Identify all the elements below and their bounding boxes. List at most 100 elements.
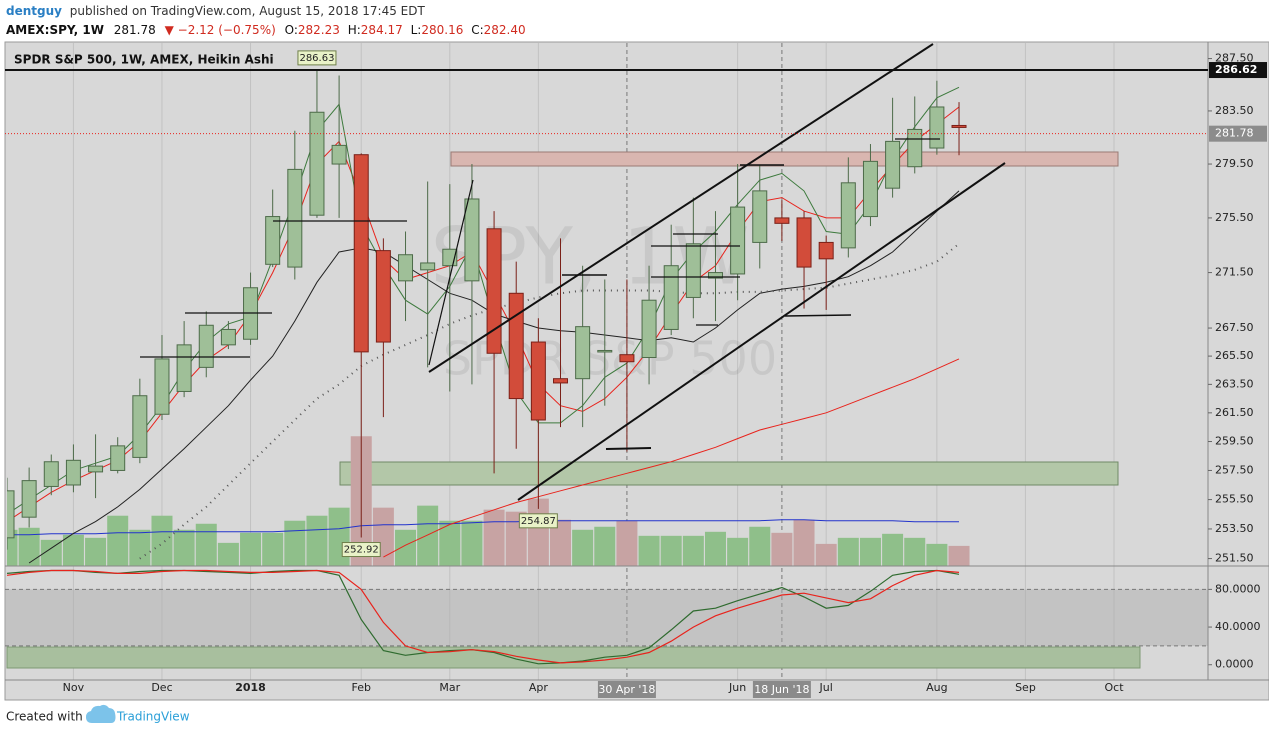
y-tick-label: 261.50 [1215,406,1254,419]
candle-body [862,160,878,218]
x-tick-label: Mar [439,681,460,694]
quote-line: AMEX:SPY, 1W 281.78 ▼ −2.12 (−0.75%) O:2… [6,23,526,37]
volume-bar [882,533,904,566]
stochastic: 80.0000 40.0000 0.0000 [5,569,1261,671]
volume-bar [483,509,505,566]
volume-bar [926,543,948,566]
point-label: 286.63 [299,53,334,64]
date-marker-box [752,681,811,698]
drawings [140,43,1006,501]
ohlc-value: 284.17 [361,23,403,37]
footer-brand[interactable]: TradingView [116,710,190,724]
volume-bar [638,535,660,566]
volume-bar [151,515,173,566]
candle-body [464,198,480,282]
x-tick-label: Apr [529,681,549,694]
volume-bar [284,520,306,566]
level-line [605,447,652,450]
y-tick-label: 283.50 [1215,104,1254,117]
candle-body [65,459,81,486]
candle-body [88,465,104,473]
y-tick-label: 279.50 [1215,157,1254,170]
volume-bar [62,534,84,566]
trend-line [428,43,934,373]
date-marker-label: 18 Jun '18 [754,683,809,696]
candle-body [885,140,901,189]
logo [86,704,116,723]
volume-bar [40,539,62,566]
candle-body [730,206,746,275]
candle-body [154,358,170,415]
stochastic-line [7,569,960,664]
price-line-box [1209,62,1267,79]
ohlc-label: L: [411,23,422,37]
candle-body [553,378,568,384]
y-tick-label: 275.50 [1215,211,1254,224]
y-tick-label: 255.50 [1215,493,1254,506]
y-tick-label: 251.50 [1215,552,1254,565]
volume-bar [173,529,195,566]
symbol: AMEX:SPY, 1W [6,23,104,37]
ohlc-value: 280.16 [421,23,463,37]
candle-body [309,111,325,216]
last-price: 281.78 [114,23,156,37]
trend-line [428,179,474,366]
trend-line [517,162,1006,501]
ohlc-value: 282.23 [298,23,340,37]
candle-body [508,292,524,400]
axes: Nov Dec 2018 Feb Mar Apr 30 Apr '18 Jun 18 Jun '… [5,42,1269,698]
layers: SPY, 1W SPDR S&P 500 286.63252.92254.87 … [5,42,1269,698]
volume-bar [594,526,616,566]
volume-bar [616,520,638,566]
y-tick-label: 257.50 [1215,463,1254,476]
change: ▼ −2.12 (−0.75%) [165,23,276,37]
candle-body [132,395,148,458]
volume-bar [948,545,970,566]
volume-bar [904,537,926,566]
candle-body [287,168,303,268]
candle-body [110,445,126,471]
candle-body [331,144,347,165]
volume-bar [682,535,704,566]
y-tick-label: 40.0000 [1215,620,1261,633]
ohlc-value: 282.40 [484,23,526,37]
volume-ma [7,519,959,536]
price-line-label: 286.62 [1215,63,1257,76]
candle-body [818,241,834,260]
candle-body [641,299,657,359]
y-tick-label: 253.50 [1215,522,1254,535]
candles: 286.63 252.92 254.87 [7,50,967,558]
date-marker-box [597,681,656,698]
last-price-box [1209,125,1267,142]
volume-bar [859,537,881,566]
volume-bar [262,532,284,566]
y-tick-label: 271.50 [1215,266,1254,279]
x-tick-label: Feb [351,681,370,694]
footer-text: Created with [6,710,83,724]
volume-bar [749,526,771,566]
volume-bar [727,537,749,566]
moving-average [383,358,960,558]
point-label-box [341,542,381,558]
candle-body [265,216,281,265]
x-tick-label: Sep [1015,681,1036,694]
author[interactable]: dentguy [6,4,62,18]
volume-bar [461,520,483,566]
candle-body [929,106,945,149]
x-tick-label: Nov [63,681,85,694]
last-price-label: 281.78 [1215,127,1254,140]
x-tick-label: Oct [1104,681,1124,694]
volume-bar [85,537,107,566]
volume-bar [837,537,859,566]
y-tick-label: 80.0000 [1215,582,1261,595]
candle-body [685,243,701,298]
ohlc-label: C: [471,23,483,37]
candle-body [220,328,236,346]
candle-body [353,154,369,353]
volume-bar [417,505,439,566]
volume-bar [704,531,726,566]
oversold-zone [6,646,1141,669]
header-line: dentguy published on TradingView.com, Au… [6,4,425,18]
